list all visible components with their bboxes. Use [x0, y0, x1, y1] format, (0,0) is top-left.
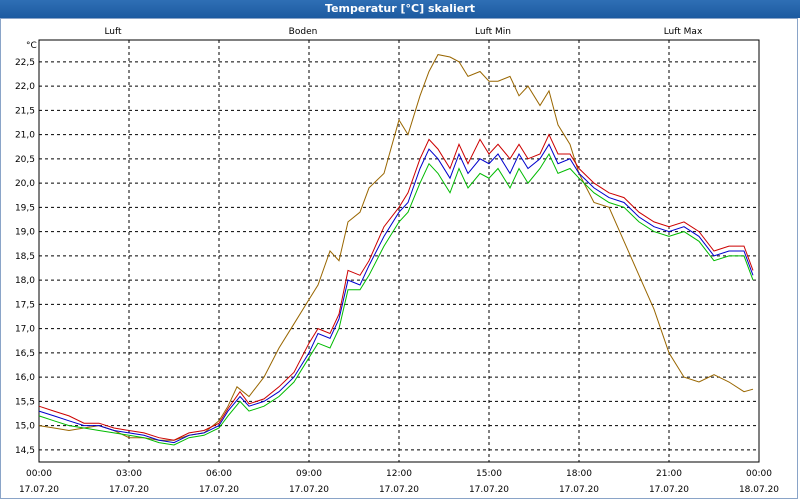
x-tick-date: 17.07.20 — [19, 485, 59, 495]
y-tick-label: 18,0 — [15, 276, 35, 286]
y-tick-label: 19,0 — [15, 228, 35, 238]
y-tick-label: 17,5 — [15, 300, 35, 310]
x-tick-time: 00:00 — [26, 469, 52, 479]
series-line-luft — [38, 143, 754, 444]
x-tick-date: 17.07.20 — [289, 485, 329, 495]
x-tick-time: 03:00 — [116, 469, 142, 479]
x-tick-date: 17.07.20 — [199, 485, 239, 495]
y-tick-label: 21,0 — [15, 131, 35, 141]
window-title-bar: Temperatur [°C] skaliert — [0, 0, 800, 18]
window-title: Temperatur [°C] skaliert — [325, 2, 475, 15]
y-tick-label: 16,5 — [15, 349, 35, 359]
grid — [38, 39, 760, 463]
x-tick-date: 17.07.20 — [649, 485, 689, 495]
y-axis-unit: °C — [26, 41, 37, 51]
series-lines — [38, 54, 754, 446]
y-tick-label: 16,0 — [15, 373, 35, 383]
series-line-boden — [38, 54, 754, 441]
y-tick-label: 17,0 — [15, 325, 35, 335]
x-tick-time: 21:00 — [656, 469, 682, 479]
x-tick-time: 12:00 — [386, 469, 412, 479]
y-tick-label: 22,5 — [15, 58, 35, 68]
x-tick-date: 17.07.20 — [469, 485, 509, 495]
legend-item-luft-min: Luft Min — [475, 27, 511, 37]
series-line-luft-max — [38, 133, 754, 441]
y-axis-ticks: 14,5 15,0 15,5 16,0 16,5 17,0 17,5 18,0 18,5 19,0… — [15, 58, 35, 456]
x-tick-date: 17.07.20 — [379, 485, 419, 495]
y-tick-label: 19,5 — [15, 203, 35, 213]
x-axis-ticks: 00:00 17.07.20 03:00 17.07.20 06:00 17.07.20 0… — [19, 469, 779, 495]
y-tick-label: 20,0 — [15, 179, 35, 189]
legend-item-luft-max: Luft Max — [664, 27, 703, 37]
x-tick-time: 15:00 — [476, 469, 502, 479]
legend: Luft Boden Luft Min Luft Max — [104, 27, 703, 37]
y-tick-label: 15,0 — [15, 422, 35, 432]
x-tick-time: 18:00 — [566, 469, 592, 479]
y-tick-label: 22,0 — [15, 82, 35, 92]
x-tick-time: 00:00 — [746, 469, 772, 479]
y-tick-label: 20,5 — [15, 155, 35, 165]
x-tick-time: 06:00 — [206, 469, 232, 479]
chart-frame — [0, 18, 798, 499]
y-tick-label: 15,5 — [15, 397, 35, 407]
x-tick-date: 17.07.20 — [109, 485, 149, 495]
x-tick-date: 18.07.20 — [739, 485, 779, 495]
series-line-luft-min — [38, 152, 754, 446]
legend-item-boden: Boden — [289, 27, 318, 37]
legend-item-luft: Luft — [104, 27, 122, 37]
y-tick-label: 18,5 — [15, 252, 35, 262]
x-tick-date: 17.07.20 — [559, 485, 599, 495]
y-tick-label: 14,5 — [15, 446, 35, 456]
x-tick-time: 09:00 — [296, 469, 322, 479]
y-tick-label: 21,5 — [15, 106, 35, 116]
